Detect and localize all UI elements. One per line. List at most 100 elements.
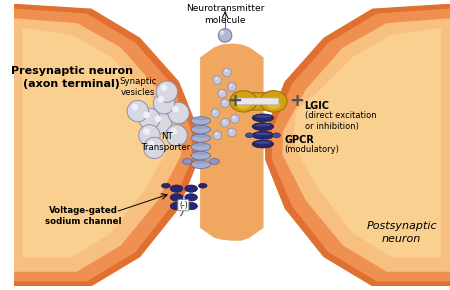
Circle shape [170,128,177,135]
Circle shape [215,133,217,135]
Text: Postsynaptic
neuron: Postsynaptic neuron [366,221,437,244]
Circle shape [155,115,162,122]
Text: Voltage-gated
sodium channel: Voltage-gated sodium channel [45,206,122,226]
Circle shape [166,125,187,146]
Circle shape [230,130,232,132]
Text: Presynaptic neuron
(axon terminal): Presynaptic neuron (axon terminal) [11,66,133,89]
Circle shape [233,116,235,119]
Ellipse shape [252,114,274,122]
Circle shape [172,106,179,113]
Ellipse shape [273,133,280,138]
Circle shape [144,137,165,159]
Circle shape [211,109,220,117]
Circle shape [220,30,225,35]
Circle shape [220,99,230,108]
Circle shape [227,128,236,137]
Polygon shape [23,29,169,257]
Ellipse shape [193,144,208,146]
Polygon shape [273,9,450,281]
Ellipse shape [252,131,274,139]
Circle shape [213,110,216,113]
Circle shape [127,100,148,122]
Text: +: + [289,93,304,110]
Text: +: + [227,93,242,110]
Ellipse shape [237,102,250,109]
Ellipse shape [193,135,208,138]
Text: (-): (-) [179,201,188,210]
Circle shape [223,101,225,103]
Circle shape [220,118,230,127]
Ellipse shape [191,125,211,134]
Ellipse shape [252,123,274,130]
Circle shape [232,92,241,101]
Polygon shape [295,29,440,257]
Ellipse shape [255,124,271,126]
Ellipse shape [162,183,170,188]
Circle shape [148,141,155,147]
Circle shape [139,108,160,130]
Circle shape [218,29,232,42]
FancyBboxPatch shape [236,98,279,105]
Ellipse shape [170,194,183,201]
Polygon shape [14,4,198,286]
Ellipse shape [185,194,198,201]
Ellipse shape [193,161,208,164]
FancyBboxPatch shape [243,93,274,110]
Circle shape [225,70,227,72]
Circle shape [223,120,225,122]
Polygon shape [266,4,450,286]
Ellipse shape [230,91,257,112]
Ellipse shape [185,202,198,210]
Circle shape [227,82,236,91]
Text: Synaptic
vesicles: Synaptic vesicles [119,77,157,97]
Ellipse shape [191,117,211,125]
Ellipse shape [191,160,211,168]
Ellipse shape [182,159,192,164]
Text: GPCR: GPCR [284,135,314,145]
Circle shape [230,84,232,86]
Ellipse shape [210,159,219,164]
Polygon shape [14,9,191,281]
Ellipse shape [260,91,287,112]
Ellipse shape [252,140,274,148]
Polygon shape [283,19,450,271]
Ellipse shape [245,133,253,138]
Polygon shape [14,19,180,271]
Text: NT
Transporter: NT Transporter [142,132,192,152]
Circle shape [143,112,150,118]
Text: (modulatory): (modulatory) [284,145,339,154]
Ellipse shape [170,185,183,192]
Circle shape [156,81,178,102]
Ellipse shape [267,102,280,109]
Ellipse shape [193,117,208,120]
Circle shape [230,115,239,123]
Circle shape [234,94,237,96]
Text: (direct excitation
or inhibition): (direct excitation or inhibition) [305,111,376,131]
Ellipse shape [170,202,183,210]
Circle shape [131,104,138,110]
Circle shape [161,84,167,91]
Circle shape [218,89,226,98]
Text: Neurotransmitter
molecule: Neurotransmitter molecule [186,4,264,25]
Ellipse shape [191,152,211,160]
Circle shape [139,125,160,146]
Ellipse shape [193,126,208,129]
Circle shape [220,91,222,93]
Circle shape [158,96,164,103]
Circle shape [223,68,231,77]
Ellipse shape [191,143,211,151]
Circle shape [215,77,217,80]
Circle shape [150,112,172,133]
Circle shape [153,93,175,114]
Circle shape [143,128,150,135]
Ellipse shape [255,141,271,144]
Text: LGIC: LGIC [305,101,329,111]
Ellipse shape [193,152,208,155]
Circle shape [168,102,189,124]
Ellipse shape [255,115,271,118]
Ellipse shape [255,133,271,135]
Circle shape [213,76,222,84]
Ellipse shape [185,185,198,192]
Polygon shape [201,44,263,240]
Circle shape [213,131,222,140]
